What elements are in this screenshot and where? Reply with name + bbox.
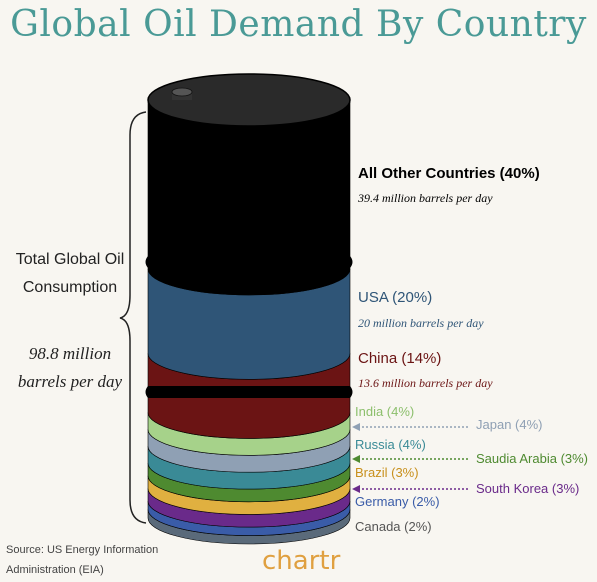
source-note: Source: US Energy Information Administra… bbox=[6, 540, 158, 580]
total-value-line1: 98.8 million bbox=[28, 344, 112, 363]
source-line2: Administration (EIA) bbox=[6, 564, 104, 576]
chart-title: Global Oil Demand By Country bbox=[10, 4, 587, 45]
arrow-head-south-korea bbox=[352, 485, 360, 493]
brace-path bbox=[119, 111, 147, 524]
detail-usa: 20 million barrels per day bbox=[358, 316, 484, 330]
label-brazil: Brazil (3%) bbox=[355, 465, 419, 480]
source-line1: Source: US Energy Information bbox=[6, 544, 159, 556]
label-india: India (4%) bbox=[355, 404, 415, 419]
total-label-line2: Consumption bbox=[22, 279, 118, 296]
label-germany: Germany (2%) bbox=[355, 494, 440, 509]
label-russia: Russia (4%) bbox=[355, 437, 426, 452]
label-south-korea: South Korea (3%) bbox=[476, 481, 580, 496]
total-value-line2: barrels per day bbox=[17, 372, 123, 391]
detail-china: 13.6 million barrels per day bbox=[358, 376, 493, 390]
label-saudi-arabia: Saudia Arabia (3%) bbox=[476, 451, 589, 466]
total-value: 98.8 million barrels per day bbox=[6, 340, 134, 396]
arrow-head-japan bbox=[352, 423, 360, 431]
brand-logo: chartr bbox=[262, 546, 341, 576]
total-label-line1: Total Global Oil bbox=[15, 251, 125, 268]
label-usa: USA (20%) bbox=[358, 289, 433, 306]
barrel-hoop bbox=[145, 386, 353, 398]
label-all-other: All Other Countries (40%) bbox=[358, 165, 540, 182]
barrel-cap-top bbox=[171, 87, 193, 97]
arrow-head-saudi-arabia bbox=[352, 455, 360, 463]
barrel-lid bbox=[147, 73, 351, 127]
label-japan: Japan (4%) bbox=[476, 417, 543, 432]
label-canada: Canada (2%) bbox=[355, 519, 432, 534]
detail-all-other: 39.4 million barrels per day bbox=[358, 191, 493, 205]
barrel-hoop bbox=[145, 256, 353, 268]
total-brace bbox=[119, 111, 147, 524]
total-label: Total Global Oil Consumption bbox=[6, 246, 134, 302]
label-china: China (14%) bbox=[358, 350, 442, 367]
